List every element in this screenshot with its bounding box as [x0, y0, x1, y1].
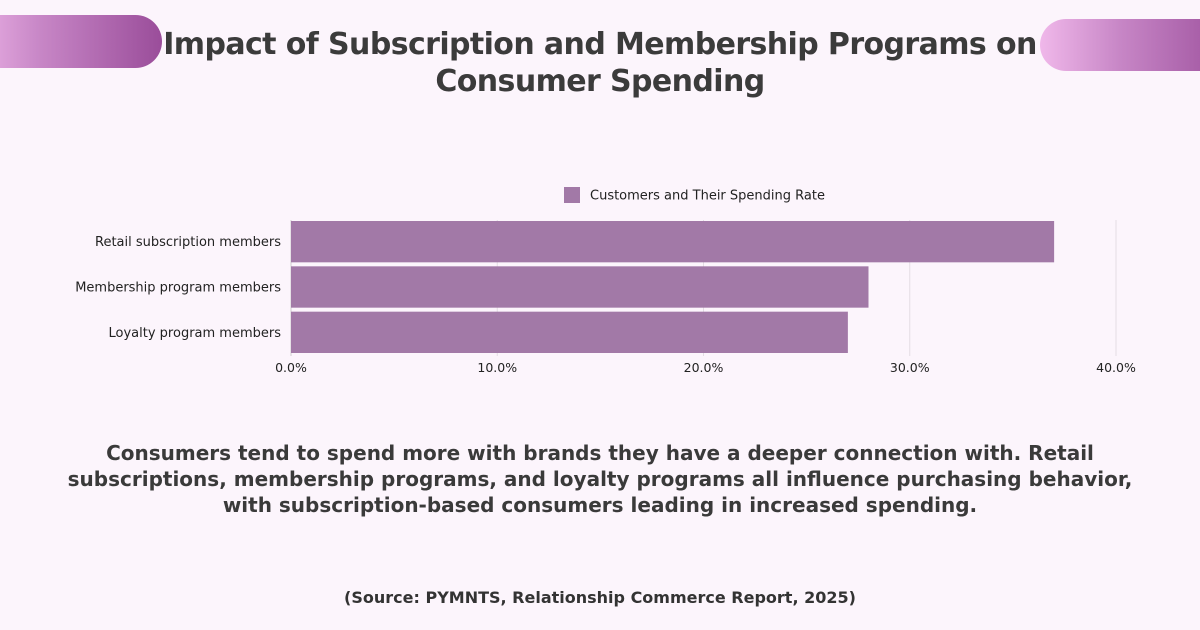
x-axis-tick-labels: 0.0% 10.0% 20.0% 30.0% 40.0% — [275, 360, 1136, 375]
category-label: Membership program members — [75, 281, 281, 296]
x-tick-label: 0.0% — [275, 360, 307, 375]
chart-description: Consumers tend to spend more with brands… — [67, 441, 1133, 517]
bar — [291, 221, 1055, 263]
bar — [291, 266, 869, 308]
bar — [291, 311, 848, 353]
legend-swatch — [564, 187, 580, 203]
source-citation: (Source: PYMNTS, Relationship Commerce R… — [344, 588, 856, 607]
legend: Customers and Their Spending Rate — [564, 187, 825, 204]
legend-label: Customers and Their Spending Rate — [590, 189, 825, 204]
category-labels: Retail subscription members Membership pr… — [75, 235, 281, 341]
decorative-pill-right — [1040, 19, 1200, 71]
x-tick-label: 20.0% — [684, 360, 724, 375]
category-label: Retail subscription members — [95, 235, 281, 250]
x-tick-label: 30.0% — [890, 360, 930, 375]
x-tick-label: 10.0% — [477, 360, 517, 375]
category-label: Loyalty program members — [109, 326, 282, 341]
bars — [291, 221, 1055, 353]
page-title: Impact of Subscription and Membership Pr… — [163, 27, 1037, 99]
x-tick-label: 40.0% — [1096, 360, 1136, 375]
decorative-pill-left — [0, 15, 162, 68]
